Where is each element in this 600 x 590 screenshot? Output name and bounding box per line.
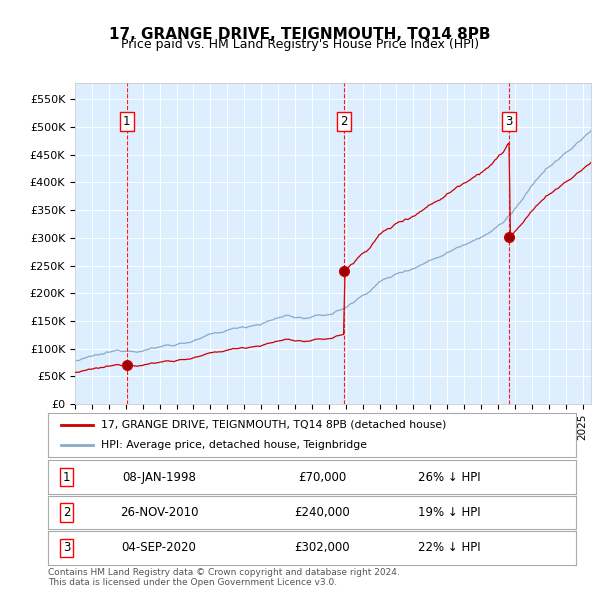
Text: 08-JAN-1998: 08-JAN-1998 [122, 470, 196, 484]
Text: £240,000: £240,000 [295, 506, 350, 519]
Text: 17, GRANGE DRIVE, TEIGNMOUTH, TQ14 8PB: 17, GRANGE DRIVE, TEIGNMOUTH, TQ14 8PB [109, 27, 491, 41]
Text: 22% ↓ HPI: 22% ↓ HPI [418, 541, 481, 555]
Text: 3: 3 [63, 541, 70, 555]
Text: 2: 2 [340, 115, 348, 128]
Text: 26-NOV-2010: 26-NOV-2010 [119, 506, 198, 519]
Text: HPI: Average price, detached house, Teignbridge: HPI: Average price, detached house, Teig… [101, 440, 367, 450]
Text: 17, GRANGE DRIVE, TEIGNMOUTH, TQ14 8PB (detached house): 17, GRANGE DRIVE, TEIGNMOUTH, TQ14 8PB (… [101, 420, 446, 430]
Text: 1: 1 [63, 470, 70, 484]
Text: £302,000: £302,000 [295, 541, 350, 555]
Text: Price paid vs. HM Land Registry's House Price Index (HPI): Price paid vs. HM Land Registry's House … [121, 38, 479, 51]
Text: 04-SEP-2020: 04-SEP-2020 [121, 541, 196, 555]
Text: 26% ↓ HPI: 26% ↓ HPI [418, 470, 481, 484]
Text: 3: 3 [506, 115, 513, 128]
Text: 2: 2 [63, 506, 70, 519]
Text: Contains HM Land Registry data © Crown copyright and database right 2024.
This d: Contains HM Land Registry data © Crown c… [48, 568, 400, 587]
Text: 1: 1 [123, 115, 130, 128]
Text: £70,000: £70,000 [298, 470, 347, 484]
Text: 19% ↓ HPI: 19% ↓ HPI [418, 506, 481, 519]
